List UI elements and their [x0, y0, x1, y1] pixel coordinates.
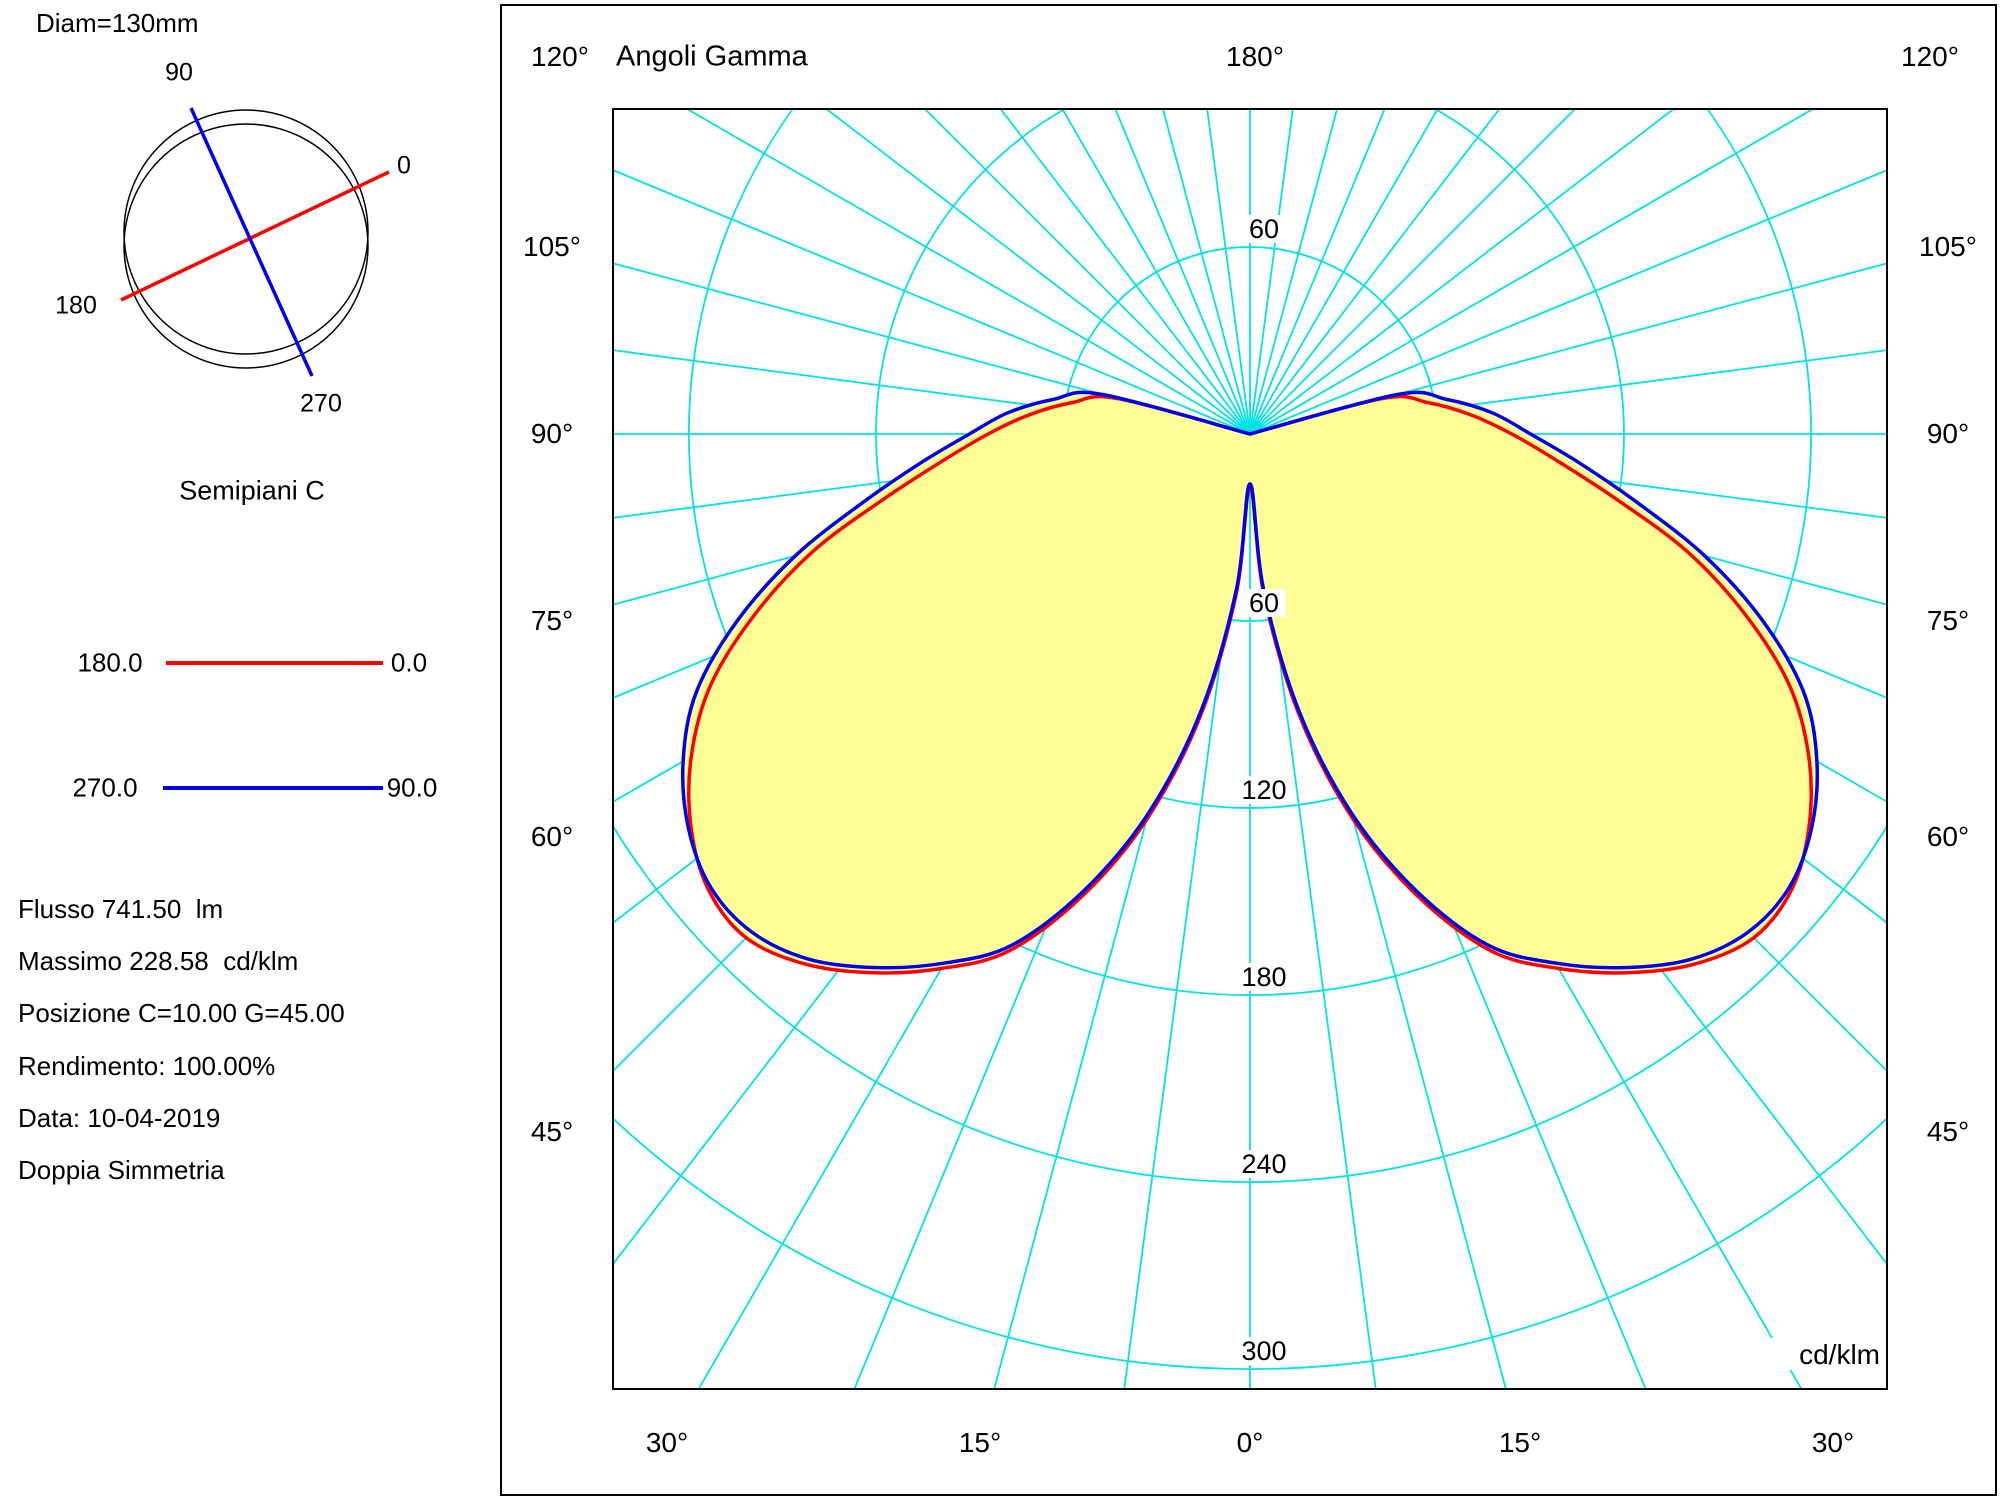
diameter-label: Diam=130mm — [36, 8, 199, 38]
legend-line-c0-c180 — [166, 661, 383, 665]
unit-label: cd/klm — [1799, 1339, 1880, 1370]
gamma-angle-label-right: 90° — [1926, 418, 1970, 449]
legend-c270-label: 270.0 — [72, 772, 138, 803]
gamma-angle-label-left: 60° — [530, 820, 574, 852]
ring-value-label: 60 — [1249, 588, 1279, 618]
stat-posizione: Posizione C=10.00 G=45.00 — [18, 998, 345, 1028]
ring-value-label: 60 — [1249, 214, 1279, 244]
ring-value-label: 240 — [1241, 1149, 1286, 1179]
legend-c0-label: 0.0 — [390, 647, 428, 678]
ring-value-label: 300 — [1241, 1336, 1286, 1366]
gamma-angle-label-left: 75° — [530, 605, 574, 637]
c90-c270-axis-line — [189, 107, 314, 377]
c0-c180-axis-line — [120, 170, 390, 302]
gamma-angle-label-right: 105° — [1919, 230, 1977, 262]
luminaire-axis-label-0: 0 — [397, 151, 411, 180]
gamma-angle-label-bottom: 30° — [1811, 1427, 1855, 1458]
c0-c180-curve — [687, 394, 1813, 975]
gamma-angle-label-right: 45° — [1926, 1116, 1970, 1147]
gamma-angle-label-left: 90° — [530, 418, 574, 449]
luminaire-diagram — [120, 107, 390, 377]
gamma-angle-label-top: 120° — [531, 41, 589, 72]
luminaire-axis-label-90: 90 — [165, 58, 193, 87]
stat-simmetria: Doppia Simmetria — [18, 1155, 225, 1185]
ring-value-label: 180 — [1241, 962, 1286, 992]
distribution-fill — [682, 392, 1818, 968]
gamma-angle-label-bottom: 15° — [958, 1427, 1002, 1458]
legend-c90-label: 90.0 — [386, 772, 438, 803]
gamma-angle-label-right: 75° — [1926, 605, 1970, 637]
gamma-angle-label-right: 60° — [1926, 820, 1970, 852]
gamma-angle-label-bottom: 30° — [645, 1427, 689, 1458]
legend-line-c90-c270 — [163, 786, 383, 790]
stat-data: Data: 10-04-2019 — [18, 1103, 221, 1133]
luminaire-axis-label-180: 180 — [55, 291, 97, 320]
gamma-angle-label-bottom: 0° — [1236, 1427, 1264, 1458]
luminaire-body-circle — [123, 109, 369, 355]
chart-panel-border — [500, 4, 1997, 1496]
ring-value-labels: 60 60 120 180 240 300 — [1234, 214, 1294, 1366]
stat-rendimento: Rendimento: 100.00% — [18, 1051, 276, 1081]
luminaire-axis-label-270: 270 — [300, 389, 342, 418]
gamma-angle-label-left: 45° — [530, 1116, 574, 1147]
gamma-angle-label-top: 180° — [1226, 41, 1284, 72]
legend-c180-label: 180.0 — [77, 647, 143, 678]
stat-flusso: Flusso 741.50 lm — [18, 894, 224, 924]
gamma-angle-label-top: 120° — [1901, 41, 1959, 72]
plot-box-border — [612, 108, 1888, 1390]
stat-massimo: Massimo 228.58 cd/klm — [18, 946, 299, 976]
luminaire-body-rim — [123, 123, 369, 369]
chart-title: Angoli Gamma — [616, 40, 808, 73]
gamma-angle-label-left: 105° — [523, 230, 581, 262]
semipiani-heading: Semipiani C — [179, 475, 325, 506]
unit-label-group: cd/klm — [1764, 1338, 1884, 1370]
polar-plot: 60 60 120 180 240 300 cd/klm — [612, 108, 1888, 1390]
gamma-angle-label-bottom: 15° — [1498, 1427, 1542, 1458]
ring-value-label: 120 — [1241, 775, 1286, 805]
c90-c270-curve — [680, 390, 1820, 970]
